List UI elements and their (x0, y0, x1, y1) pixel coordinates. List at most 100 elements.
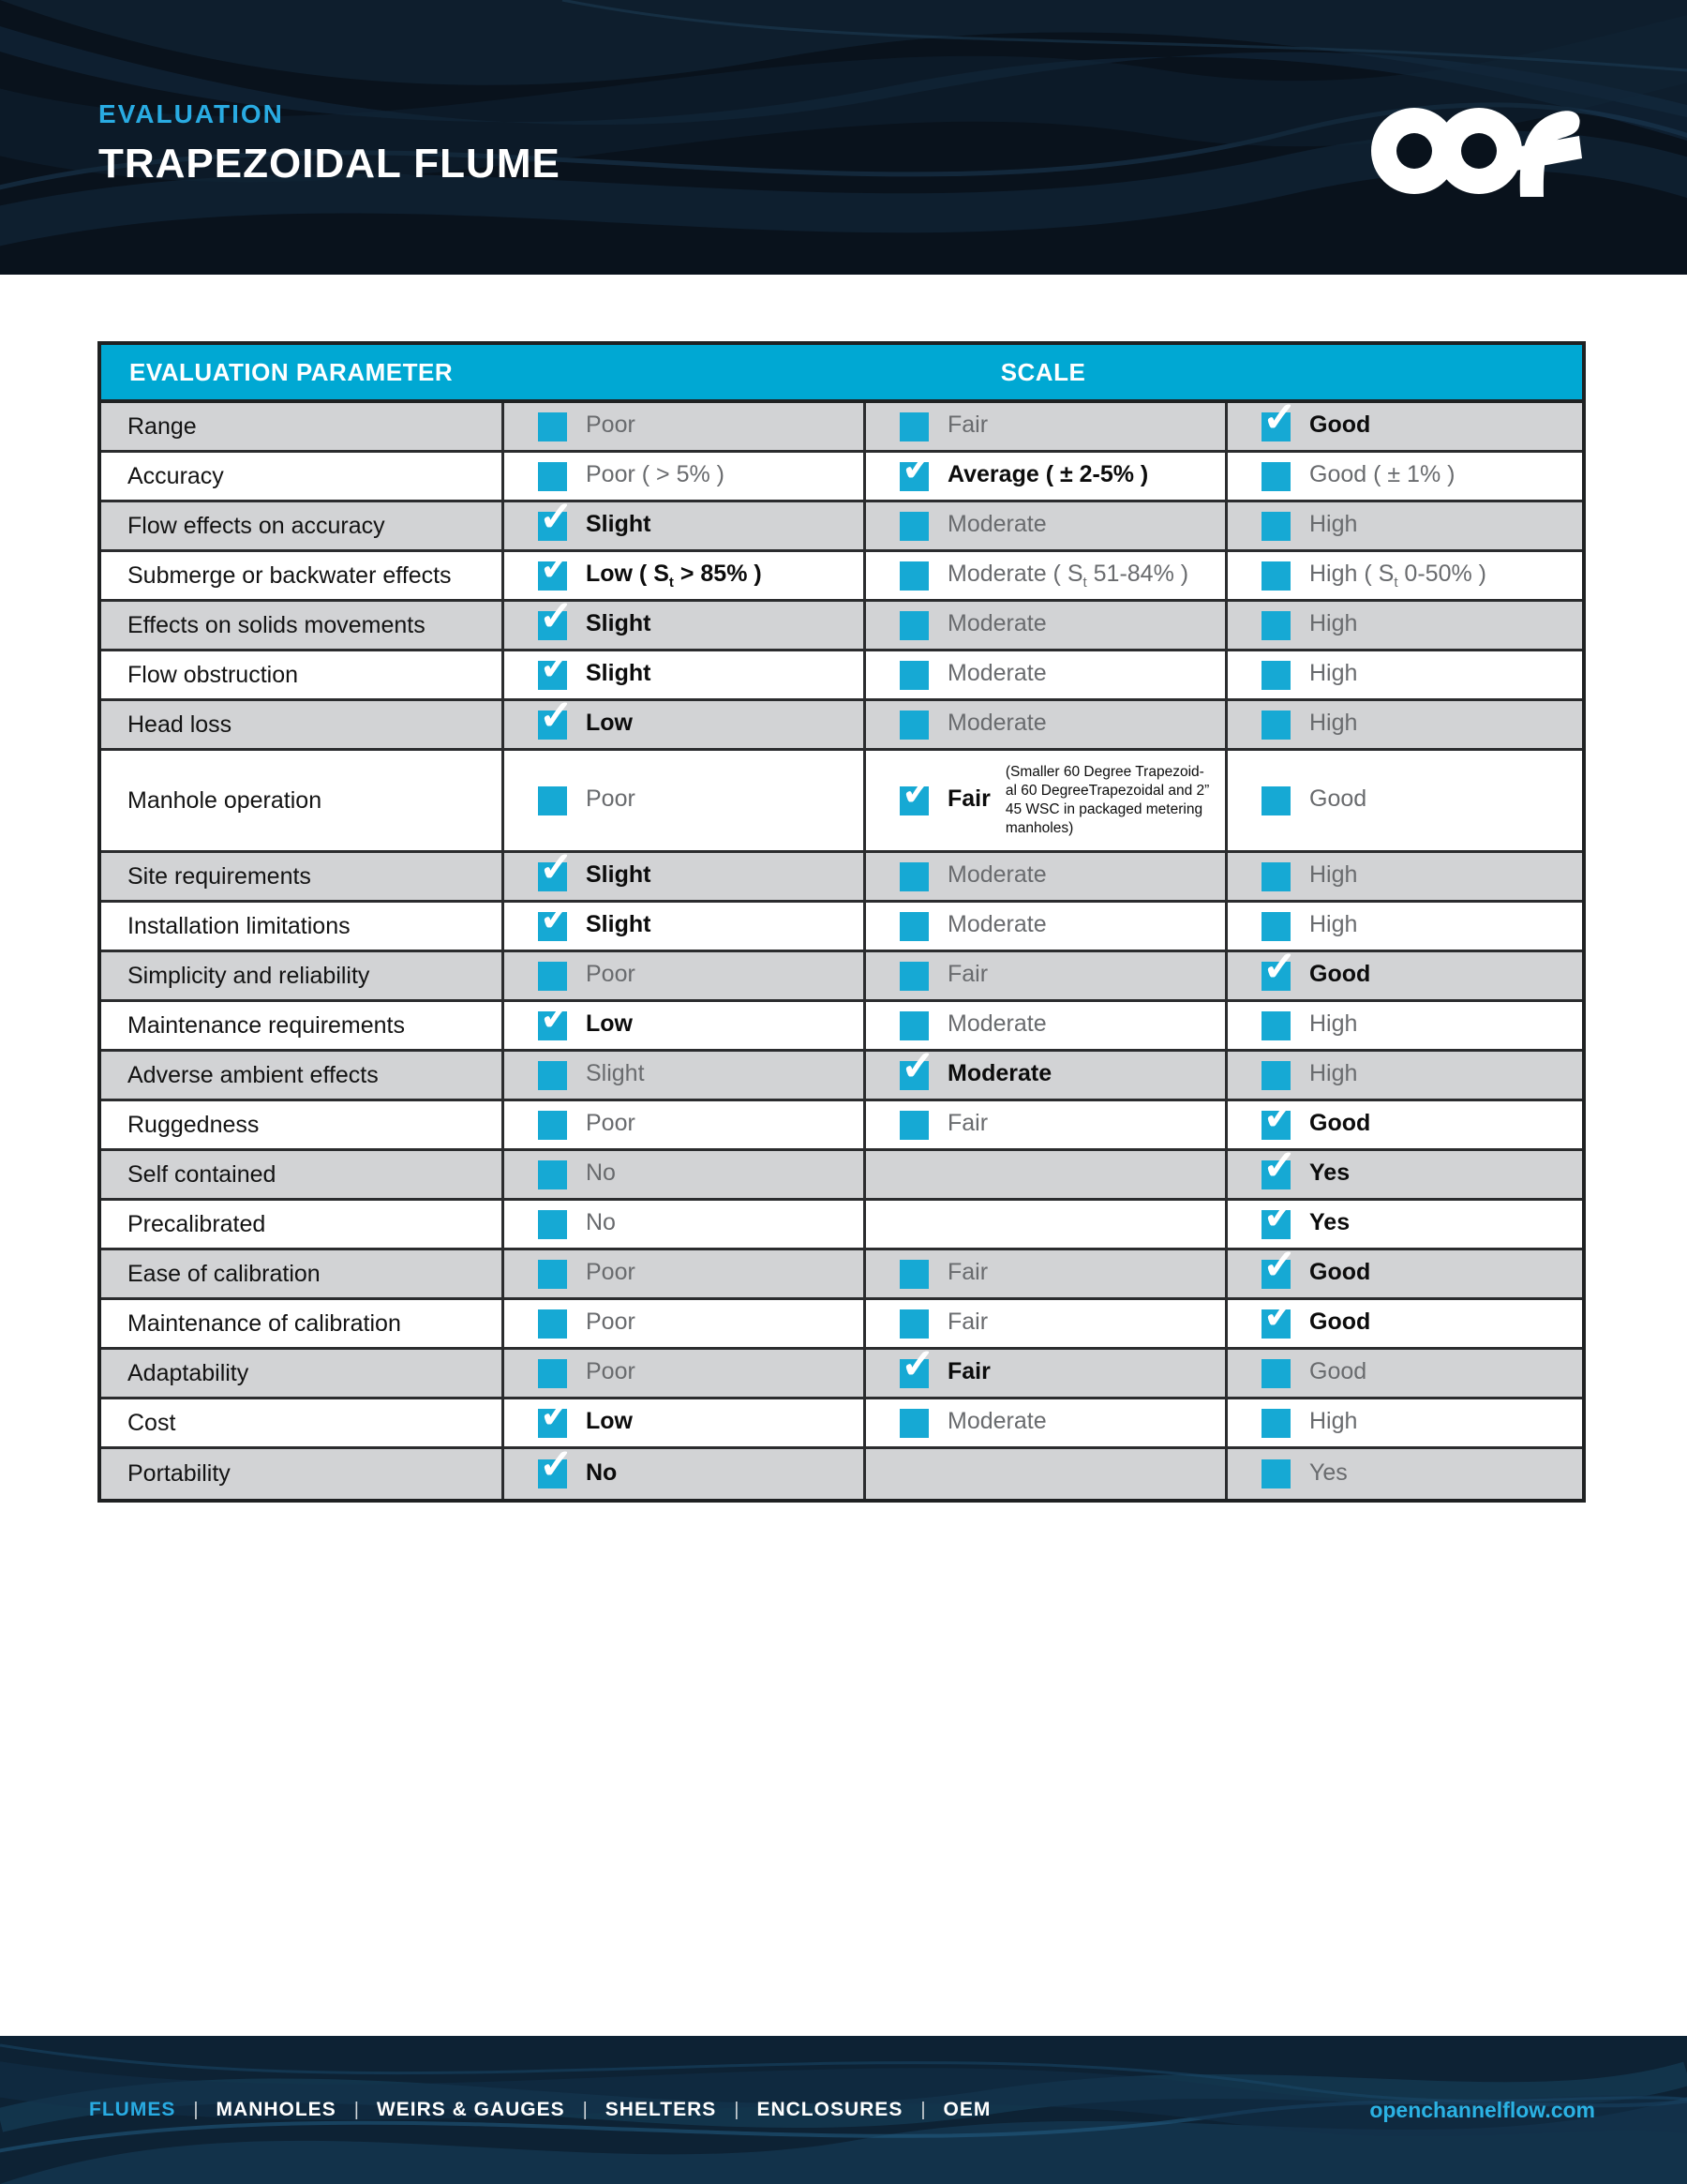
scale-cell-2: Moderate (866, 1002, 1228, 1049)
scale-option-label: Good (1309, 1358, 1367, 1384)
parameter-cell: Installation limitations (101, 903, 504, 950)
footer-nav: FLUMES | MANHOLES | WEIRS & GAUGES | SHELTERS |… (89, 2036, 991, 2184)
footer-nav-separator: | (353, 2099, 359, 2120)
scale-cell-3: Good ( ± 1% ) (1228, 453, 1582, 500)
checkbox-icon (900, 710, 929, 740)
checkbox-icon (900, 1110, 929, 1140)
scale-option-label: No (586, 1159, 616, 1186)
checkbox-icon (538, 1159, 567, 1189)
checkbox-icon (538, 1309, 567, 1339)
checkbox-icon (538, 785, 567, 815)
parameter-cell: Maintenance of calibration (101, 1300, 504, 1347)
scale-cell-1: Poor (504, 1300, 866, 1347)
footer-nav-item[interactable]: WEIRS & GAUGES (376, 2099, 565, 2120)
scale-option-label: Poor (586, 411, 635, 438)
scale-option-label: Low (586, 710, 633, 736)
checkbox-icon (538, 596, 574, 640)
scale-option-label: Slight (586, 610, 651, 636)
footer-nav-separator: | (920, 2099, 926, 2120)
checkbox-icon (538, 411, 567, 441)
scale-cell-2: Moderate (866, 903, 1228, 950)
checkbox-icon (538, 1060, 567, 1090)
scale-cell-1: Slight (504, 497, 866, 549)
scale-cell-3: Good (1228, 751, 1582, 850)
scale-cell-3: High (1228, 502, 1582, 549)
scale-option-label: Poor (586, 785, 635, 812)
scale-option-label: Moderate (948, 511, 1047, 537)
parameter-cell: Cost (101, 1399, 504, 1446)
parameter-cell: Adaptability (101, 1350, 504, 1397)
scale-option-label: No (586, 1209, 616, 1235)
checkbox-icon (900, 561, 929, 591)
scale-cell-1: Poor (504, 952, 866, 999)
parameter-label: Installation limitations (127, 912, 351, 939)
scale-cell-1: Low (504, 1394, 866, 1446)
scale-option-label: Moderate (948, 911, 1047, 937)
scale-option-label: Poor (586, 1110, 635, 1136)
scale-cell-3: High (1228, 1399, 1582, 1446)
scale-cell-3: Yes (1228, 1145, 1582, 1198)
checkbox-icon (900, 1010, 929, 1040)
parameter-cell: Flow obstruction (101, 651, 504, 698)
checkbox-icon (1262, 710, 1291, 740)
scale-option-label: Moderate ( St 51-84% ) (948, 561, 1189, 591)
scale-option-label: High (1309, 511, 1358, 537)
scale-option-label: Fair (948, 961, 989, 987)
checkbox-icon (1262, 1358, 1291, 1388)
checkbox-icon (1262, 911, 1291, 941)
parameter-label: Manhole operation (127, 786, 322, 814)
scale-option-label: Moderate (948, 710, 1047, 736)
evaluation-table: EVALUATION PARAMETER SCALE Range Poor Fa… (97, 341, 1586, 1503)
checkbox-icon (900, 1408, 929, 1438)
checkbox-icon (1262, 561, 1291, 591)
checkbox-icon (538, 1110, 567, 1140)
parameter-label: Ease of calibration (127, 1260, 321, 1287)
checkbox-icon (538, 1259, 567, 1289)
parameter-label: Submerge or backwater effects (127, 561, 452, 589)
scale-option-label: Good (1309, 1110, 1371, 1136)
footer-banner: FLUMES | MANHOLES | WEIRS & GAUGES | SHELTERS |… (0, 2036, 1687, 2184)
scale-cell-3: Good (1228, 947, 1582, 999)
checkbox-icon (1262, 461, 1291, 491)
scale-cell-2: Fair (866, 952, 1228, 999)
parameter-label: Effects on solids movements (127, 611, 425, 638)
footer-nav-item[interactable]: SHELTERS (605, 2099, 717, 2120)
parameter-label: Head loss (127, 711, 232, 738)
checkbox-icon (900, 1046, 935, 1090)
doc-category: EVALUATION (98, 99, 284, 128)
checkbox-icon (538, 1358, 567, 1388)
footer-nav-item[interactable]: MANHOLES (216, 2099, 336, 2120)
scale-option-label: High (1309, 1408, 1358, 1434)
table-row: Submerge or backwater effects Low ( St >… (101, 546, 1582, 602)
footer-site-link[interactable]: openchannelflow.com (1369, 2097, 1595, 2122)
scale-cell-1: Slight (504, 1052, 866, 1099)
scale-option-label: Fair (948, 1309, 989, 1335)
scale-option-label: High (1309, 660, 1358, 686)
scale-cell-3: Good (1228, 1245, 1582, 1297)
scale-option-label: No (586, 1458, 618, 1486)
scale-cell-2: Fair (866, 1101, 1228, 1148)
footer-nav-item[interactable]: OEM (943, 2099, 992, 2120)
parameter-cell: Ease of calibration (101, 1250, 504, 1297)
scale-cell-2: Fair (866, 1250, 1228, 1297)
parameter-cell: Effects on solids movements (101, 602, 504, 649)
parameter-cell: Precalibrated (101, 1201, 504, 1248)
scale-cell-2 (866, 1449, 1228, 1499)
checkbox-icon (538, 897, 574, 941)
scale-cell-1: Low ( St > 85% ) (504, 546, 866, 599)
scale-cell-2 (866, 1151, 1228, 1198)
scale-cell-2: Average ( ± 2-5% ) (866, 447, 1228, 500)
scale-option-label: Good (1309, 411, 1371, 438)
scale-option-label: Yes (1309, 1458, 1348, 1486)
scale-option-label: Poor (586, 1309, 635, 1335)
footer-nav-item[interactable]: ENCLOSURES (756, 2099, 903, 2120)
checkbox-icon (900, 961, 929, 991)
checkbox-icon (900, 610, 929, 640)
parameter-label: Adaptability (127, 1359, 249, 1386)
scale-cell-3: Yes (1228, 1195, 1582, 1248)
scale-option-label: Low (586, 1408, 633, 1434)
table-row: Cost Low Moderate High (101, 1394, 1582, 1449)
scale-option-label: Poor ( > 5% ) (586, 461, 724, 487)
scale-option-label: High (1309, 610, 1358, 636)
footer-nav-item[interactable]: FLUMES (89, 2099, 176, 2120)
